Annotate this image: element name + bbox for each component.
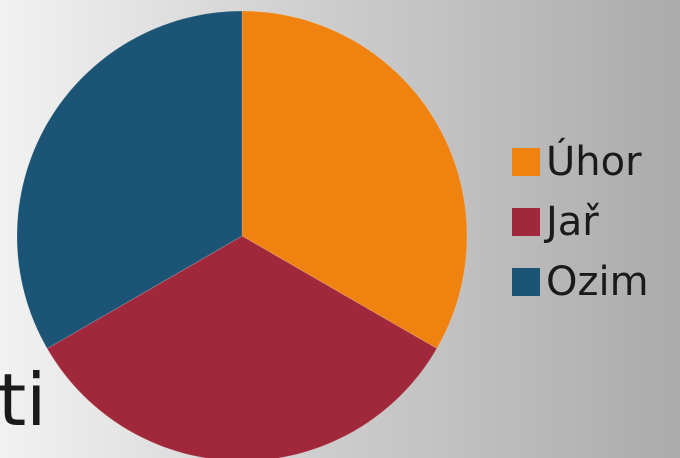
legend-label-uhor: Úhor (546, 139, 642, 185)
legend-swatch-ozim (512, 268, 540, 296)
legend-item-jar: Jař (512, 198, 649, 246)
legend-item-ozim: Ozim (512, 258, 649, 306)
legend-item-uhor: Úhor (512, 138, 649, 186)
pie-slice-jar (46, 235, 438, 458)
background-text: ti (0, 358, 47, 442)
pie-slice-ozim (16, 10, 243, 350)
chart-legend: Úhor Jař Ozim (512, 138, 649, 306)
legend-label-ozim: Ozim (546, 259, 649, 305)
legend-swatch-uhor (512, 148, 540, 176)
pie-slice-uhor (241, 10, 468, 350)
pie-chart (16, 10, 468, 458)
legend-label-jar: Jař (546, 199, 599, 245)
legend-swatch-jar (512, 208, 540, 236)
